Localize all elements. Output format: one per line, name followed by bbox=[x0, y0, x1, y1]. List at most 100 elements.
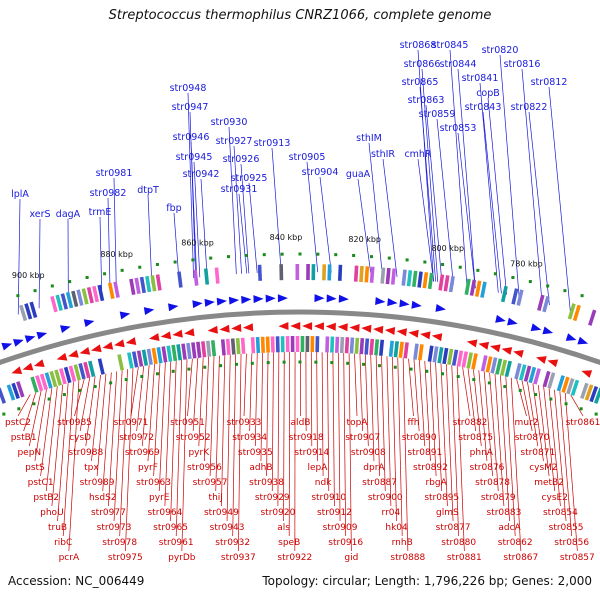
bottom-gene-label: pcrA bbox=[59, 553, 80, 563]
bottom-gene-label: str0875 bbox=[458, 433, 493, 443]
scale-tick-mark bbox=[352, 253, 356, 257]
bottom-gene-label: tpx bbox=[84, 463, 99, 473]
scale-tick-mark bbox=[441, 372, 445, 376]
cog-color-block bbox=[270, 336, 275, 353]
callout-line bbox=[153, 363, 161, 477]
reverse-gene-arrow bbox=[160, 331, 172, 340]
callout-line bbox=[254, 353, 258, 447]
cog-color-block bbox=[390, 268, 397, 285]
cog-color-block bbox=[155, 274, 162, 291]
callout-line bbox=[113, 177, 117, 290]
reverse-gene-arrow bbox=[114, 339, 125, 348]
cog-color-block bbox=[68, 365, 77, 382]
scale-tick-mark bbox=[282, 360, 286, 364]
cog-color-block bbox=[364, 338, 370, 355]
cog-color-block bbox=[584, 384, 594, 401]
bottom-gene-label: pepN bbox=[17, 448, 41, 458]
cog-color-block bbox=[0, 387, 7, 404]
callout-line bbox=[419, 86, 437, 282]
callout-line bbox=[200, 178, 208, 277]
cog-color-block bbox=[413, 343, 419, 360]
callout-line bbox=[221, 355, 226, 507]
cog-color-block bbox=[542, 370, 551, 388]
scale-tick-mark bbox=[2, 412, 6, 416]
cog-color-block bbox=[260, 336, 266, 353]
cog-color-block bbox=[92, 285, 100, 303]
top-gene-label: str0981 bbox=[96, 168, 133, 179]
callout-line bbox=[238, 193, 248, 274]
callout-line bbox=[473, 369, 482, 447]
top-gene-label: str0945 bbox=[176, 152, 213, 163]
top-gene-label: str0913 bbox=[254, 138, 291, 149]
bottom-gene-label: str0881 bbox=[447, 553, 482, 563]
callout-line bbox=[243, 353, 247, 417]
scale-tick-mark bbox=[441, 262, 445, 266]
cog-color-block bbox=[220, 339, 226, 356]
cog-color-block bbox=[171, 344, 178, 362]
top-gene-label: str0822 bbox=[511, 102, 548, 113]
bottom-gene-label: pyrE bbox=[149, 493, 170, 503]
callout-line bbox=[198, 357, 204, 447]
scale-tick-mark bbox=[227, 255, 231, 259]
cog-color-block bbox=[265, 336, 270, 353]
callout-line bbox=[321, 352, 324, 477]
cog-color-block bbox=[136, 350, 144, 367]
callout-line bbox=[327, 352, 330, 492]
reverse-gene-arrow bbox=[396, 328, 407, 337]
top-gene-label: dtpT bbox=[137, 185, 159, 196]
callout-line bbox=[436, 118, 454, 285]
callout-line bbox=[368, 142, 383, 276]
scale-label: 880 kbp bbox=[100, 250, 133, 259]
cog-color-block bbox=[129, 278, 136, 295]
scale-label: 840 kbp bbox=[270, 233, 303, 242]
cog-color-block bbox=[417, 344, 424, 361]
forward-gene-arrow bbox=[375, 297, 386, 306]
scale-tick-mark bbox=[425, 369, 429, 373]
callout-line bbox=[479, 82, 499, 293]
cog-color-block bbox=[398, 341, 404, 358]
reverse-gene-arrow bbox=[91, 344, 102, 353]
forward-gene-arrow bbox=[265, 294, 276, 303]
cog-color-block bbox=[117, 354, 125, 371]
scale-tick-mark bbox=[124, 378, 128, 382]
cog-color-block bbox=[359, 338, 365, 355]
callout-line bbox=[173, 212, 180, 280]
cog-color-block bbox=[39, 373, 48, 390]
scale-label: 900 kbp bbox=[12, 271, 45, 280]
reverse-gene-arrow bbox=[79, 347, 91, 355]
scale-tick-mark bbox=[503, 385, 507, 389]
callout-line bbox=[337, 352, 341, 522]
reverse-gene-arrow bbox=[478, 341, 490, 350]
callout-line bbox=[181, 359, 188, 552]
callout-line bbox=[375, 355, 380, 477]
cog-color-block bbox=[19, 304, 28, 322]
reverse-gene-arrow bbox=[172, 329, 183, 338]
cog-color-block bbox=[339, 336, 345, 354]
scale-tick-mark bbox=[209, 256, 213, 260]
bottom-gene-label: ffh bbox=[408, 418, 420, 428]
cog-color-block bbox=[295, 335, 300, 353]
cog-color-block bbox=[181, 343, 187, 360]
cog-color-block bbox=[186, 342, 192, 360]
bottom-gene-label: str0977 bbox=[91, 508, 126, 518]
bottom-gene-label: pstS bbox=[25, 463, 45, 473]
bottom-gene-label: str0963 bbox=[136, 478, 171, 488]
bottom-strand-labels: pstC2 pstB1 pepN pstS pstC1 pstB2 phoU truB ribC… bbox=[5, 418, 600, 563]
top-gene-label: str0845 bbox=[432, 40, 469, 51]
cog-color-block bbox=[240, 337, 246, 354]
callout-line bbox=[449, 49, 468, 287]
scale-tick-mark bbox=[191, 258, 195, 262]
reverse-gene-arrow bbox=[184, 328, 195, 337]
bottom-gene-label: pyrK bbox=[188, 448, 210, 458]
forward-gene-arrow bbox=[12, 339, 24, 347]
callout-line bbox=[215, 355, 220, 492]
forward-gene-arrow bbox=[36, 331, 48, 340]
scale-tick-mark bbox=[334, 253, 338, 257]
callout-line bbox=[158, 362, 166, 492]
bottom-gene-label: mur2 bbox=[515, 418, 539, 428]
bottom-gene-label: str0871 bbox=[520, 448, 555, 458]
callout-line bbox=[193, 161, 201, 278]
top-gene-label: str0853 bbox=[440, 123, 477, 134]
forward-gene-arrow bbox=[60, 325, 71, 334]
cog-color-block bbox=[500, 285, 508, 303]
